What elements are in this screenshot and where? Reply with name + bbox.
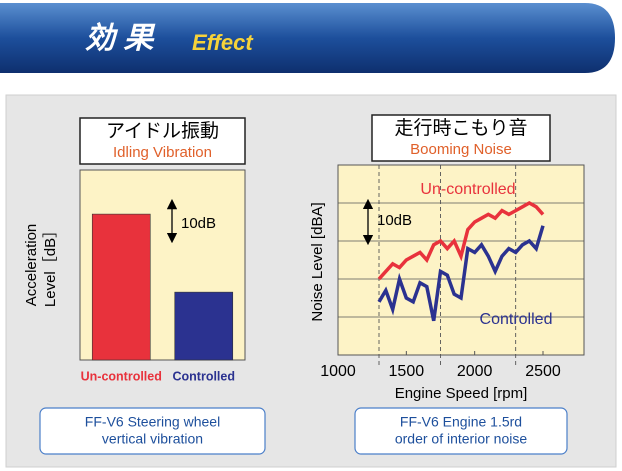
- series-label: Un-controlled: [420, 181, 515, 198]
- y-axis-label: Noise Level [dBA]: [309, 202, 326, 321]
- header-title-en: Effect: [192, 30, 254, 55]
- x-tick-label: 2500: [525, 363, 561, 380]
- y-axis-label: Acceleration: [23, 224, 40, 307]
- x-tick-label: Controlled: [173, 369, 236, 383]
- annotation: 10dB: [181, 215, 216, 232]
- y-axis-label: Level［dB］: [42, 223, 59, 307]
- series-label: Controlled: [480, 311, 553, 328]
- x-tick-label: 1500: [389, 363, 425, 380]
- header-title-jp: 効 果: [85, 22, 156, 55]
- chart-subtitle: Booming Noise: [410, 141, 512, 158]
- caption-line: FF-V6 Steering wheel: [85, 414, 220, 430]
- line-series: [377, 200, 545, 281]
- x-tick-label: Un-controlled: [81, 369, 162, 383]
- bar: [91, 213, 151, 361]
- chart-title: 走行時こもり音: [394, 117, 527, 139]
- caption-line: vertical vibration: [102, 431, 203, 447]
- caption-box: [354, 407, 568, 455]
- caption-line: order of interior noise: [395, 431, 528, 447]
- bar: [174, 291, 234, 361]
- x-tick-label: 1000: [320, 363, 356, 380]
- x-axis-label: Engine Speed [rpm]: [395, 385, 528, 402]
- chart-title: アイドル振動: [106, 120, 219, 142]
- title-box: [79, 117, 246, 165]
- caption-line: FF-V6 Engine 1.5rd: [400, 414, 522, 430]
- line-series: [377, 225, 545, 322]
- header-band: [0, 3, 615, 73]
- x-tick-label: 2000: [457, 363, 493, 380]
- title-box: [371, 114, 551, 162]
- caption-box: [39, 407, 266, 455]
- annotation: 10dB: [377, 212, 412, 229]
- chart-subtitle: Idling Vibration: [113, 144, 212, 161]
